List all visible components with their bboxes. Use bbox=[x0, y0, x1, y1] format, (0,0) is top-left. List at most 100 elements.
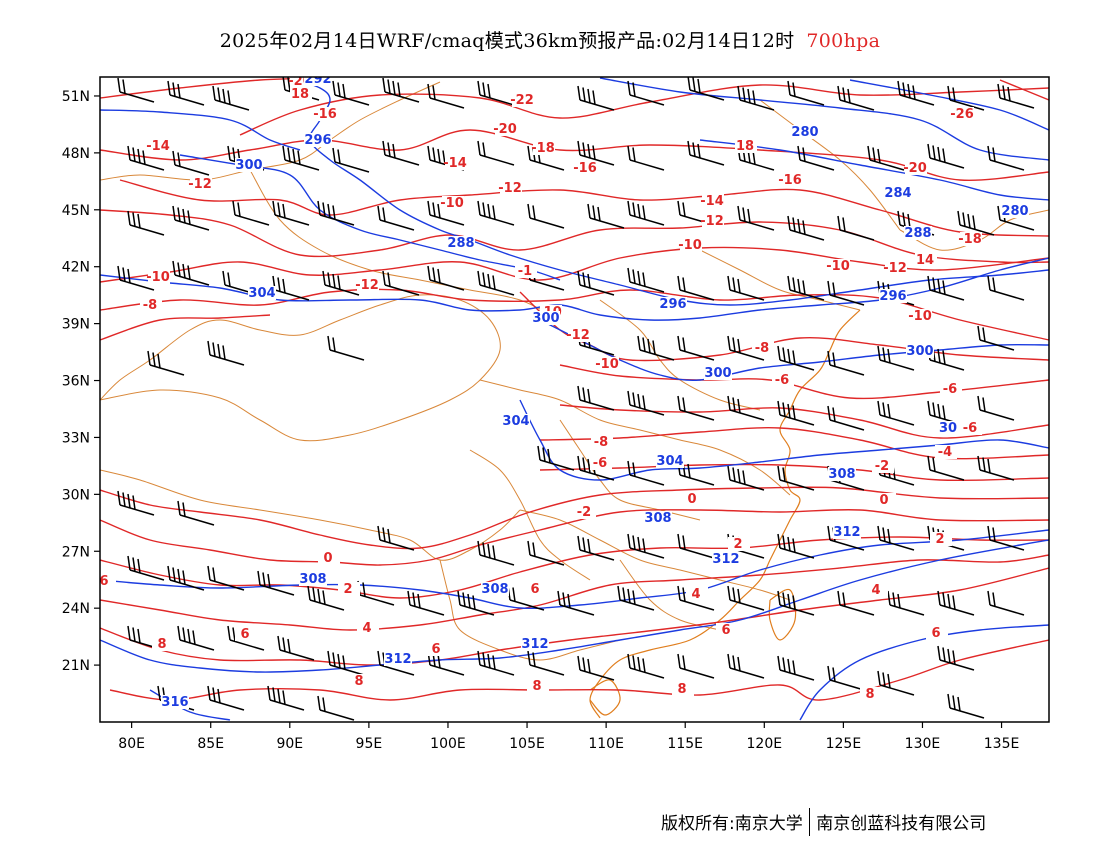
wind-barb bbox=[207, 565, 245, 591]
label-bg bbox=[915, 253, 937, 267]
temperature-label: 4 bbox=[691, 587, 700, 602]
wind-barb bbox=[867, 145, 905, 171]
label-bg bbox=[591, 435, 613, 449]
wind-barb bbox=[677, 395, 715, 421]
label-bg bbox=[680, 238, 702, 252]
wind-barb bbox=[727, 395, 765, 421]
copyright-footer: 版权所有:南京大学 南京创蓝科技有限公司 bbox=[661, 808, 986, 838]
temperature-label: -10 bbox=[595, 357, 619, 372]
wind-barb bbox=[427, 200, 465, 226]
y-tick-label: 48N bbox=[62, 146, 90, 162]
temperature-label: 6 bbox=[530, 582, 539, 597]
temperature-label: -10 bbox=[440, 196, 464, 211]
label-bg bbox=[716, 623, 738, 637]
wind-barb bbox=[537, 445, 575, 471]
isoheight-line bbox=[100, 109, 301, 151]
wind-barb bbox=[887, 590, 925, 616]
label-bg bbox=[235, 158, 263, 172]
height-contours bbox=[100, 77, 1049, 721]
label-bg bbox=[960, 232, 982, 246]
wind-barb bbox=[837, 215, 875, 241]
temperature-label: 2 bbox=[935, 532, 944, 547]
label-bg bbox=[704, 366, 732, 380]
wind-barb bbox=[527, 540, 565, 566]
label-bg bbox=[315, 107, 337, 121]
isotherm-line bbox=[999, 79, 1049, 101]
x-tick-label: 90E bbox=[276, 736, 303, 752]
wind-barb bbox=[627, 390, 665, 416]
label-bg bbox=[879, 289, 907, 303]
wind-barb bbox=[677, 653, 715, 679]
label-bg bbox=[299, 572, 327, 586]
label-bg bbox=[304, 133, 332, 147]
temperature-label: -8 bbox=[594, 435, 608, 450]
wind-barb bbox=[167, 565, 205, 591]
label-bg bbox=[656, 454, 684, 468]
label-bg bbox=[384, 652, 412, 666]
label-bg bbox=[728, 537, 750, 551]
label-bg bbox=[532, 311, 560, 325]
label-bg bbox=[659, 297, 687, 311]
y-tick-label: 24N bbox=[62, 601, 90, 617]
temperature-label: -2 bbox=[875, 459, 889, 474]
label-bg bbox=[590, 456, 612, 470]
height-label: 292 bbox=[304, 72, 331, 87]
label-bg bbox=[502, 414, 530, 428]
temperature-label: -6 bbox=[593, 456, 607, 471]
label-bg bbox=[905, 161, 927, 175]
x-tick-label: 120E bbox=[747, 736, 783, 752]
height-label: 280 bbox=[1001, 204, 1028, 219]
temperature-label: -22 bbox=[510, 93, 534, 108]
wind-barb bbox=[322, 270, 360, 296]
label-bg bbox=[318, 551, 340, 565]
wind-barb bbox=[877, 345, 915, 371]
boundary-line bbox=[759, 99, 901, 231]
wind-barb bbox=[232, 200, 270, 226]
temperature-label: -26 bbox=[950, 107, 974, 122]
temperature-label: -10 bbox=[826, 259, 850, 274]
wind-barb bbox=[577, 85, 615, 111]
temperature-label: 8 bbox=[532, 679, 541, 694]
wind-barb bbox=[627, 460, 665, 486]
temperature-label: -12 bbox=[566, 328, 590, 343]
x-tick-label: 125E bbox=[826, 736, 862, 752]
wind-barb bbox=[277, 635, 315, 661]
label-bg bbox=[597, 357, 619, 371]
temperature-label: -12 bbox=[498, 181, 522, 196]
wind-barb bbox=[937, 590, 975, 616]
height-label: 296 bbox=[659, 297, 686, 312]
wind-barb bbox=[587, 203, 625, 229]
isotherm-line bbox=[100, 536, 1049, 599]
height-label: 312 bbox=[384, 652, 411, 667]
label-bg bbox=[442, 196, 464, 210]
label-bg bbox=[702, 194, 724, 208]
label-bg bbox=[872, 459, 894, 473]
temperature-label: -4 bbox=[938, 445, 952, 460]
wind-barb bbox=[987, 145, 1025, 171]
wind-barb bbox=[617, 585, 655, 611]
wind-barb bbox=[727, 585, 765, 611]
hainan-outline bbox=[589, 679, 621, 716]
isoheight-line bbox=[699, 139, 1049, 201]
y-tick-label: 39N bbox=[62, 317, 90, 333]
height-label: 300 bbox=[532, 311, 559, 326]
height-label: 312 bbox=[521, 637, 548, 652]
temperature-label: 6 bbox=[721, 623, 730, 638]
temperature-label: 0 bbox=[323, 551, 332, 566]
wind-barb bbox=[317, 200, 355, 226]
label-bg bbox=[512, 93, 534, 107]
wind-barb bbox=[382, 140, 420, 166]
label-bg bbox=[481, 582, 509, 596]
wind-barb bbox=[117, 265, 155, 291]
wind-barb bbox=[332, 80, 370, 106]
height-label: 296 bbox=[879, 289, 906, 304]
label-bg bbox=[712, 552, 740, 566]
label-bg bbox=[290, 77, 312, 88]
wind-barb bbox=[332, 147, 370, 173]
temperature-label: -14 bbox=[700, 194, 724, 209]
label-bg bbox=[930, 532, 952, 546]
map-frame bbox=[99, 76, 1050, 723]
latitude-axis: 51N 48N 45N 42N 39N 36N 33N 30N 27N 24N 21N bbox=[62, 89, 100, 674]
wind-barb bbox=[427, 265, 465, 291]
isotherm-line bbox=[100, 509, 1049, 566]
